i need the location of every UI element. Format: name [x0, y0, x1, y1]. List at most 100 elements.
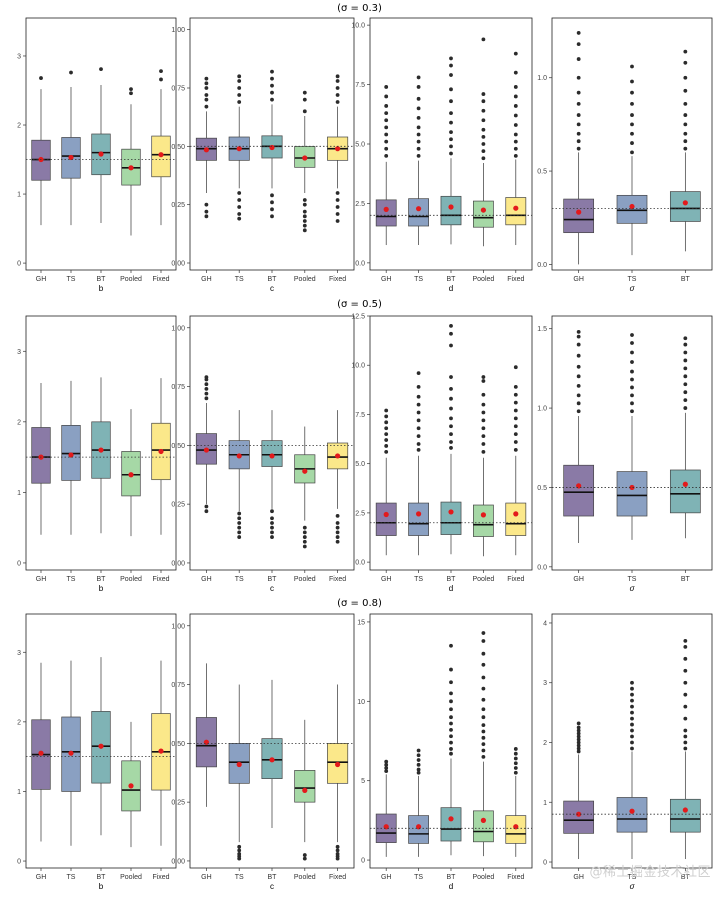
outlier-point — [449, 727, 453, 732]
outlier-point — [481, 742, 486, 747]
outlier-point — [683, 366, 688, 371]
outlier-point — [302, 539, 307, 544]
outlier-point — [576, 734, 581, 739]
x-tick-label: TS — [67, 276, 76, 283]
y-tick-label: 1 — [17, 789, 21, 796]
y-tick-label: 10.0 — [351, 23, 365, 30]
outlier-point — [204, 375, 209, 380]
box-pooled — [473, 375, 494, 557]
outlier-point — [384, 438, 389, 442]
mean-point — [448, 816, 454, 822]
x-tick-label: TS — [628, 874, 637, 881]
y-tick-label: 2.5 — [355, 510, 365, 517]
x-tick-label: Pooled — [120, 874, 142, 881]
outlier-point — [630, 385, 634, 390]
box-ts — [61, 660, 81, 846]
mean-point — [269, 144, 275, 151]
outlier-point — [335, 525, 340, 530]
outlier-point — [683, 740, 688, 745]
outlier-point — [416, 96, 421, 101]
outlier-point — [683, 656, 688, 661]
box-bt — [440, 56, 462, 245]
outlier-point — [416, 434, 421, 439]
outlier-point — [630, 401, 634, 406]
outlier-point — [237, 216, 242, 221]
outlier-point — [270, 207, 274, 212]
outlier-point — [237, 74, 242, 79]
outlier-point — [481, 37, 486, 42]
outlier-point — [630, 90, 634, 95]
x-tick-label: Pooled — [120, 276, 142, 283]
box-ts — [61, 380, 81, 535]
x-tick-label: BT — [97, 874, 107, 881]
x-tick-label: Pooled — [473, 576, 495, 583]
box-bt — [669, 638, 701, 860]
mean-point — [383, 206, 389, 212]
row-title-sigma-0-3: (σ = 0.3) — [337, 3, 382, 14]
outlier-point — [384, 414, 389, 419]
outlier-point — [481, 156, 486, 161]
outlier-point — [449, 406, 453, 411]
outlier-point — [481, 729, 486, 734]
x-tick-label: BT — [268, 576, 278, 583]
panel-row2-b: 0 1 2 3 GH TS BT Pooled Fixed b — [17, 315, 177, 593]
outlier-point — [302, 853, 307, 857]
mean-point — [448, 509, 454, 515]
box-pooled — [121, 721, 141, 848]
box-iqr — [505, 502, 527, 536]
outlier-point — [630, 692, 634, 697]
outlier-point — [384, 94, 389, 99]
box-iqr — [375, 199, 397, 227]
outlier-point — [481, 442, 486, 446]
outlier-point — [449, 680, 453, 685]
outlier-point — [576, 737, 581, 742]
y-tick-label: 2 — [17, 419, 21, 426]
outlier-point — [683, 390, 688, 395]
box-iqr — [440, 195, 462, 226]
box-bt — [261, 679, 283, 829]
outlier-point — [576, 329, 581, 334]
y-tick-label: 1 — [543, 800, 547, 807]
outlier-point — [302, 535, 307, 539]
outlier-point — [449, 643, 453, 648]
box-bt — [91, 67, 111, 224]
outlier-point — [449, 734, 453, 739]
outlier-point — [449, 396, 453, 401]
outlier-point — [449, 721, 453, 726]
outlier-point — [335, 530, 340, 535]
mean-point — [335, 453, 341, 459]
x-tick-label: Fixed — [329, 276, 346, 283]
outlier-point — [449, 440, 453, 444]
outlier-point — [416, 85, 421, 89]
mean-point — [480, 207, 486, 213]
box-pooled — [294, 426, 316, 549]
x-tick-label: BT — [97, 276, 107, 283]
outlier-point — [481, 723, 486, 728]
outlier-point — [302, 198, 307, 202]
outlier-point — [384, 146, 389, 151]
mean-point — [203, 739, 209, 745]
outlier-point — [384, 426, 389, 431]
outlier-point — [683, 75, 688, 80]
box-bt — [91, 377, 111, 534]
y-tick-label: 5.0 — [355, 142, 365, 149]
outlier-point — [683, 644, 688, 649]
outlier-point — [270, 521, 274, 525]
mean-point — [335, 146, 341, 152]
box-iqr — [505, 815, 527, 844]
x-tick-label: GH — [381, 276, 392, 283]
outlier-point — [449, 120, 453, 125]
outlier-point — [630, 113, 634, 117]
outlier-point — [630, 716, 634, 721]
outlier-point — [416, 384, 421, 389]
outlier-point — [302, 97, 307, 102]
outlier-point — [335, 191, 340, 195]
box-gh — [375, 759, 397, 857]
y-tick-label: 0 — [17, 859, 21, 866]
box-iqr — [473, 200, 494, 228]
outlier-point — [481, 92, 486, 96]
x-axis-label: d — [449, 584, 453, 593]
outlier-point — [683, 350, 688, 355]
y-tick-label: 1 — [17, 490, 21, 497]
